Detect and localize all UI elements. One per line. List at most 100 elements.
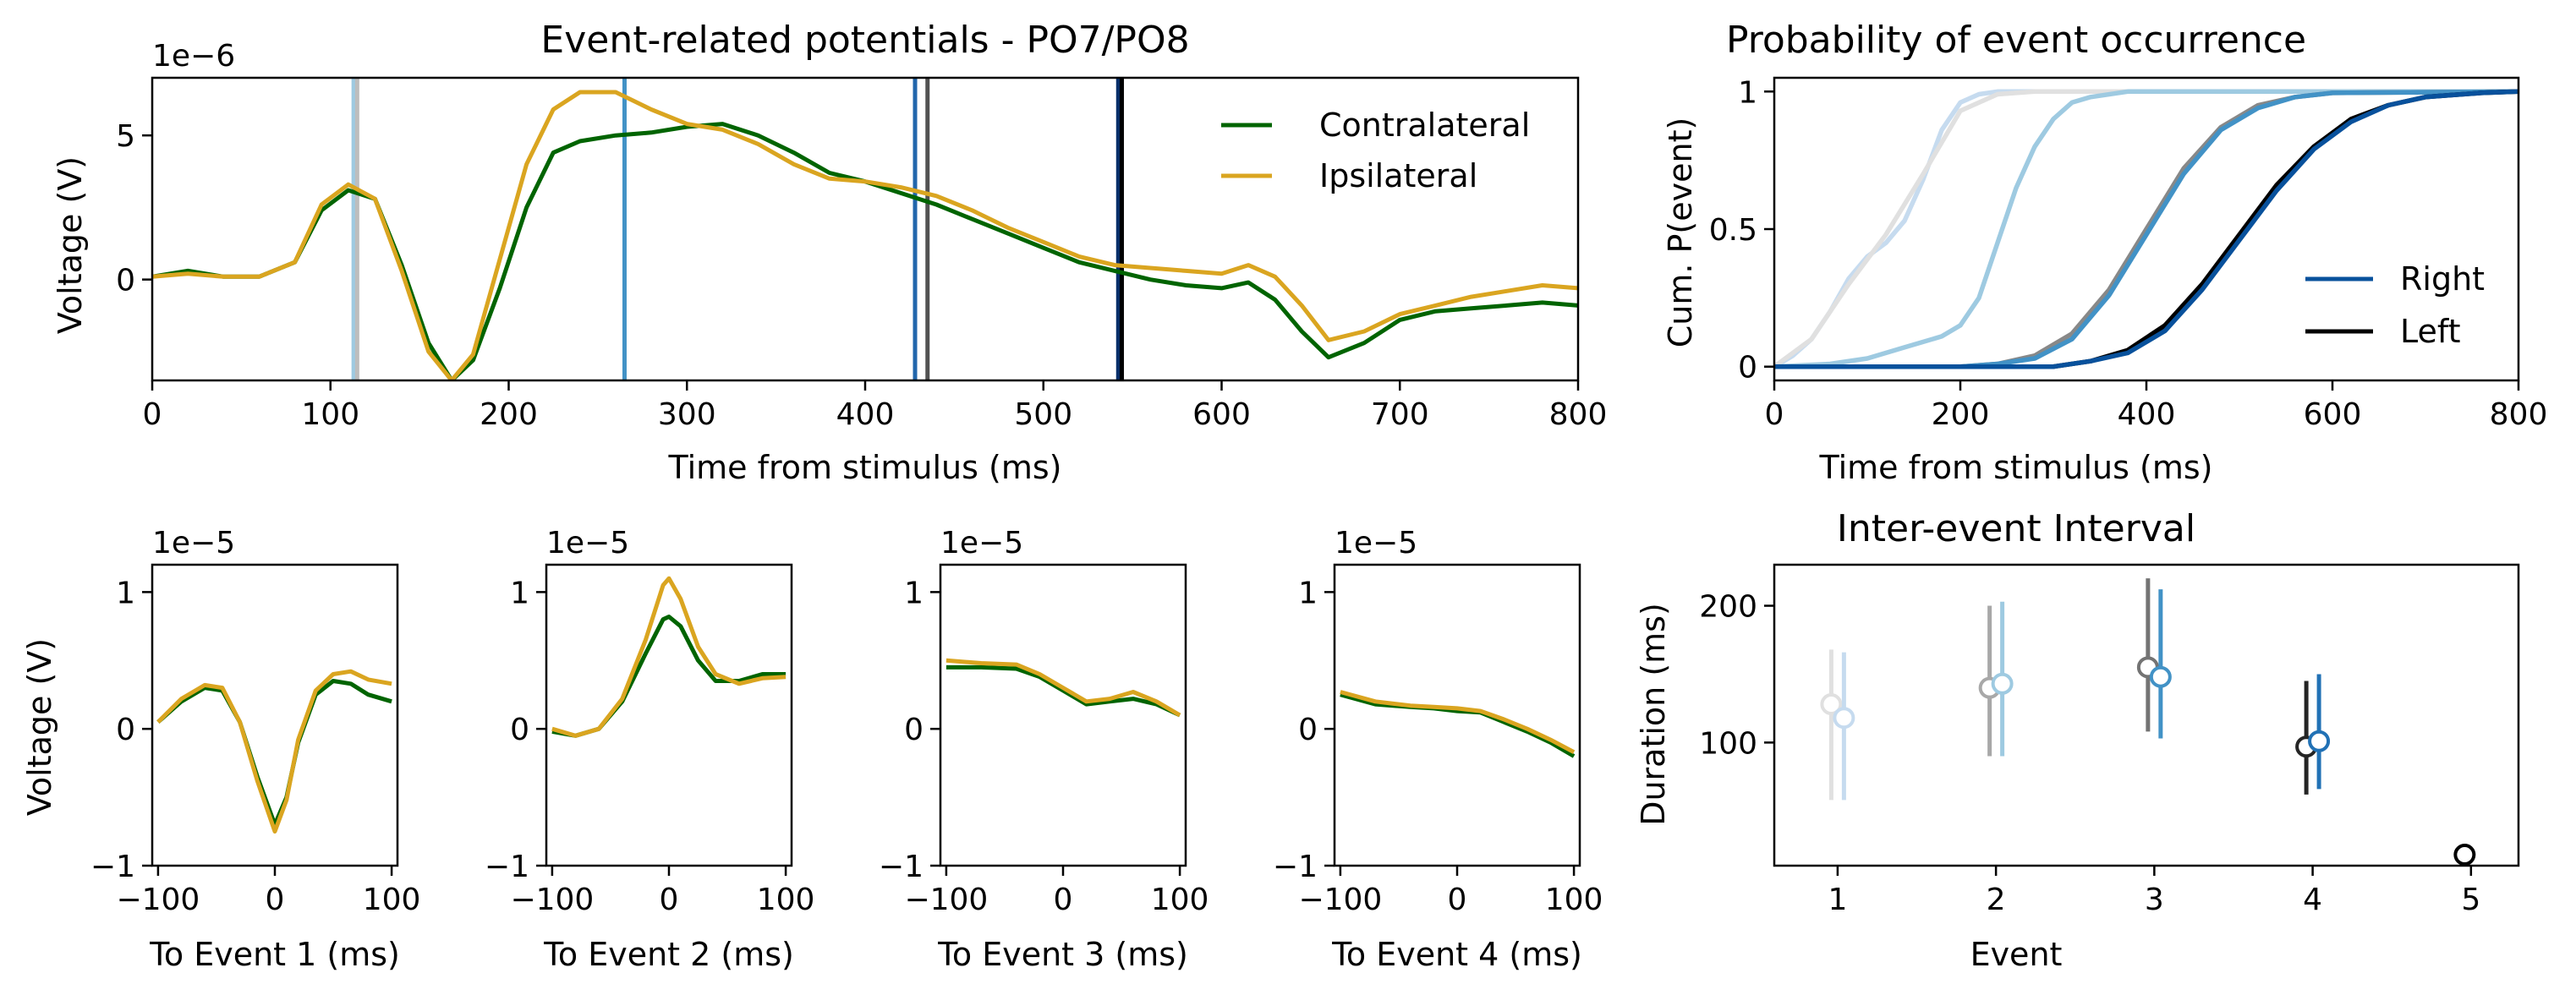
event3-offset-label: 1e−5 — [940, 526, 1023, 560]
ev2-frame — [545, 563, 793, 867]
cumprob-series-6-line — [1774, 89, 2518, 369]
iei-point — [2308, 730, 2331, 752]
ev1-ytick-label: 0 — [116, 713, 135, 747]
erp-ytick-label: 0 — [116, 264, 135, 298]
ev3-xtick-label: −100 — [904, 883, 988, 917]
ev1-xtick-label: 100 — [363, 883, 421, 917]
ev4-xtick-label: 0 — [1448, 883, 1467, 917]
event2-offset-label: 1e−5 — [546, 526, 629, 560]
erp-xtick-label: 800 — [1549, 397, 1608, 432]
erp-xtick-label: 200 — [480, 397, 538, 432]
ev4-series-contralateral-line — [1340, 692, 1576, 758]
ev4-xtick-label: −100 — [1298, 883, 1382, 917]
ev3-ytick-label: −1 — [879, 850, 924, 884]
ev2-xtick-label: −100 — [510, 883, 594, 917]
cumprob-ytick-label: 1 — [1738, 75, 1757, 110]
erp-xtick-label: 400 — [836, 397, 895, 432]
erp-ytick-label: 5 — [116, 119, 135, 154]
cumprob-ytick-label: 0 — [1738, 351, 1757, 385]
iei-ytick-label: 200 — [1699, 590, 1757, 625]
event1-offset-label: 1e−5 — [152, 526, 235, 560]
cumprob-xtick-label: 800 — [2490, 397, 2548, 432]
ev2-xtick-label: 100 — [757, 883, 815, 917]
ev2-ytick-label: 0 — [510, 713, 529, 747]
cumprob-frame — [1773, 76, 2520, 382]
event4-xlabel: To Event 4 (ms) — [1331, 936, 1582, 973]
erp-frame — [151, 76, 1580, 382]
ev4-series-ipsilateral-line — [1340, 690, 1576, 754]
legend-label-contralateral: Contralateral — [1319, 107, 1530, 144]
cumprob-title: Probability of event occurrence — [1726, 19, 2306, 62]
iei-xtick-label: 3 — [2145, 883, 2164, 917]
iei-point — [2453, 844, 2476, 866]
iei-xtick-label: 5 — [2461, 883, 2480, 917]
ev3-ytick-label: 1 — [904, 576, 924, 610]
ev4-frame — [1333, 563, 1581, 867]
ev1-series-contralateral-line — [156, 679, 392, 827]
ev4-ytick-label: 1 — [1298, 576, 1318, 610]
iei-axes: Inter-event Interval Event Duration (ms)… — [1635, 507, 2520, 973]
ev2-series-contralateral-line — [551, 615, 787, 738]
ev1-ytick-label: −1 — [90, 850, 135, 884]
ev2-series-ipsilateral-line — [551, 576, 787, 738]
erp-title: Event-related potentials - PO7/PO8 — [540, 19, 1189, 62]
erp-xtick-label: 700 — [1371, 397, 1429, 432]
event2-axes: 1e−5 To Event 2 (ms) −100 0 100 −1 0 1 — [485, 526, 815, 973]
iei-xtick-label: 1 — [1828, 883, 1847, 917]
iei-xtick-label: 4 — [2303, 883, 2322, 917]
iei-plot-area — [1820, 578, 2476, 866]
cumprob-series-4-line — [1774, 89, 2518, 369]
erp-legend: Contralateral Ipsilateral — [1221, 107, 1530, 194]
erp-offset-label: 1e−6 — [152, 39, 235, 74]
ev3-xtick-label: 0 — [1054, 883, 1073, 917]
cumprob-ytick-label: 0.5 — [1709, 213, 1757, 248]
erp-xtick-label: 600 — [1192, 397, 1251, 432]
ev1-xtick-label: 0 — [266, 883, 285, 917]
erp-xtick-label: 100 — [301, 397, 359, 432]
event4-axes: 1e−5 To Event 4 (ms) −100 0 100 −1 0 1 — [1273, 526, 1603, 973]
legend-label-left: Left — [2400, 313, 2461, 350]
ev1-frame — [151, 563, 399, 867]
ev4-xtick-label: 100 — [1545, 883, 1603, 917]
cumprob-plot-area — [1774, 89, 2518, 369]
ev4-ytick-label: 0 — [1298, 713, 1318, 747]
event3-axes: 1e−5 To Event 3 (ms) −100 0 100 −1 0 1 — [879, 526, 1209, 973]
iei-ylabel: Duration (ms) — [1635, 603, 1672, 826]
ev1-series-ipsilateral-line — [156, 669, 392, 834]
legend-label-right: Right — [2400, 260, 2485, 298]
ev4-plot-area — [1340, 690, 1576, 758]
iei-point — [1820, 693, 1843, 716]
erp-xlabel: Time from stimulus (ms) — [668, 449, 1062, 486]
erp-axes: Event-related potentials - PO7/PO8 1e−6 … — [52, 19, 1607, 486]
cumprob-series-2-line — [1774, 89, 2518, 369]
ev3-plot-area — [945, 658, 1181, 718]
ev1-plot-area — [156, 669, 392, 834]
ev3-series-contralateral-line — [945, 664, 1181, 718]
event1-axes: 1e−5 To Event 1 (ms) Voltage (V) −100 0 10… — [21, 526, 420, 973]
erp-series-ipsilateral-line — [152, 90, 1578, 380]
ev1-xtick-label: −100 — [116, 883, 200, 917]
iei-xlabel: Event — [1970, 936, 2063, 973]
ev4-ytick-label: −1 — [1273, 850, 1318, 884]
cumprob-xtick-label: 0 — [1765, 397, 1784, 432]
cumprob-xtick-label: 200 — [1932, 397, 1990, 432]
event1-ylabel: Voltage (V) — [21, 638, 58, 816]
ev2-ytick-label: −1 — [485, 850, 529, 884]
ev3-ytick-label: 0 — [904, 713, 924, 747]
cumprob-xlabel: Time from stimulus (ms) — [1819, 449, 2213, 486]
cumprob-legend: Right Left — [2305, 260, 2485, 350]
cumprob-axes: Probability of event occurrence Time fro… — [1662, 19, 2547, 486]
iei-point — [2149, 665, 2172, 688]
ev2-xtick-label: 0 — [660, 883, 679, 917]
event2-xlabel: To Event 2 (ms) — [543, 936, 794, 973]
event4-offset-label: 1e−5 — [1335, 526, 1417, 560]
ev3-xtick-label: 100 — [1151, 883, 1209, 917]
ev1-ytick-label: 1 — [116, 576, 135, 610]
cumprob-series-1-line — [1774, 89, 2518, 369]
legend-label-ipsilateral: Ipsilateral — [1319, 157, 1477, 194]
erp-xtick-label: 0 — [143, 397, 162, 432]
event1-xlabel: To Event 1 (ms) — [149, 936, 400, 973]
cumprob-ylabel: Cum. P(event) — [1662, 118, 1699, 348]
ev2-ytick-label: 1 — [510, 576, 529, 610]
erp-xtick-label: 500 — [1014, 397, 1072, 432]
